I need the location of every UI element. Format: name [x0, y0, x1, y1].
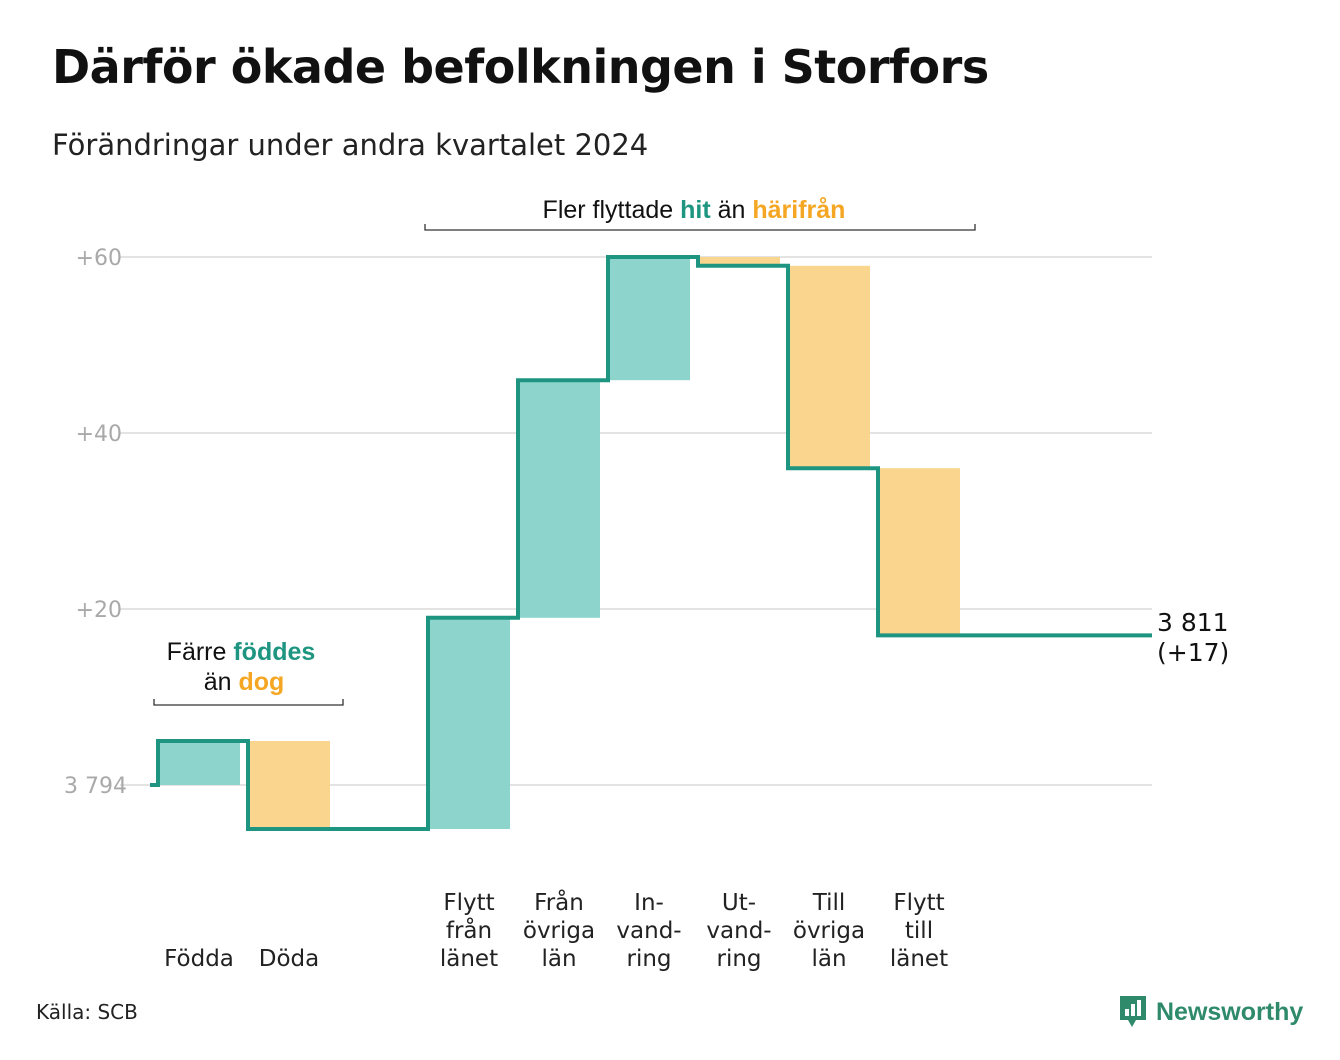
category-label: ring: [716, 946, 761, 972]
category-label: Döda: [259, 946, 319, 972]
category-label: från: [446, 916, 492, 944]
y-tick-label: 3 794: [64, 774, 127, 799]
births-annotation: Färre föddes än dog: [153, 638, 344, 706]
cumulative-step-line: [150, 255, 1152, 831]
births-annotation-highlight: föddes: [233, 638, 315, 666]
category-label: In-: [634, 890, 664, 916]
births-annotation-highlight2: dog: [238, 668, 284, 696]
category-label: Flytt: [443, 890, 494, 916]
svg-text:än dog: än dog: [204, 668, 285, 696]
category-label: länet: [890, 946, 948, 972]
waterfall-bar: [878, 468, 960, 636]
y-tick-label: +40: [76, 422, 122, 447]
waterfall-bar: [698, 257, 780, 266]
source-note: Källa: SCB: [36, 1000, 138, 1024]
waterfall-bar: [428, 617, 510, 829]
moves-annotation-highlight-harifran: härifrån: [752, 196, 845, 224]
y-axis-ticks: 3 794 +20 +40 +60: [64, 246, 127, 799]
category-label: ring: [626, 946, 671, 972]
svg-text:Fler flyttade hit än härifrån: Fler flyttade hit än härifrån: [543, 196, 846, 224]
category-label: län: [541, 946, 576, 972]
category-label: Från: [534, 888, 584, 916]
waterfall-bar: [788, 265, 870, 469]
newsworthy-logo: Newsworthy: [1118, 994, 1303, 1030]
y-tick-label: +20: [76, 598, 122, 623]
category-label: Flytt: [893, 890, 944, 916]
category-label: Födda: [164, 946, 234, 972]
newsworthy-icon: [1120, 996, 1146, 1027]
waterfall-bar: [158, 741, 240, 785]
births-annotation-prefix: Färre: [167, 638, 234, 666]
category-label: övriga: [523, 918, 595, 944]
chart-subtitle: Förändringar under andra kvartalet 2024: [52, 128, 649, 162]
category-label: till: [905, 918, 933, 944]
moves-annotation-middle: än: [711, 196, 753, 224]
end-change-label: (+17): [1157, 638, 1229, 667]
category-label: vand-: [616, 918, 681, 944]
category-label: Ut-: [722, 890, 756, 916]
end-value-label: 3 811: [1157, 608, 1229, 637]
category-label: län: [811, 946, 846, 972]
moves-annotation-highlight-hit: hit: [680, 196, 711, 224]
category-label: övriga: [793, 918, 865, 944]
category-label: länet: [440, 946, 498, 972]
waterfall-bar: [248, 741, 330, 829]
waterfall-bar: [518, 380, 600, 618]
births-annotation-prefix2: än: [204, 668, 239, 696]
category-label: Till: [812, 890, 846, 916]
brand-name: Newsworthy: [1156, 997, 1304, 1026]
category-label: vand-: [706, 918, 771, 944]
moves-annotation: Fler flyttade hit än härifrån: [424, 196, 976, 231]
svg-text:Färre föddes: Färre föddes: [167, 638, 316, 666]
y-tick-label: +60: [76, 246, 122, 271]
chart-title: Därför ökade befolkningen i Storfors: [52, 40, 989, 94]
moves-annotation-prefix: Fler flyttade: [543, 196, 681, 224]
waterfall-bar: [608, 257, 690, 381]
bars: [158, 257, 960, 829]
births-bracket: [153, 699, 344, 706]
category-labels: Födda DödaFlyttfrånlänetFrånövrigalänIn-v…: [164, 888, 948, 972]
moves-bracket: [424, 224, 976, 231]
